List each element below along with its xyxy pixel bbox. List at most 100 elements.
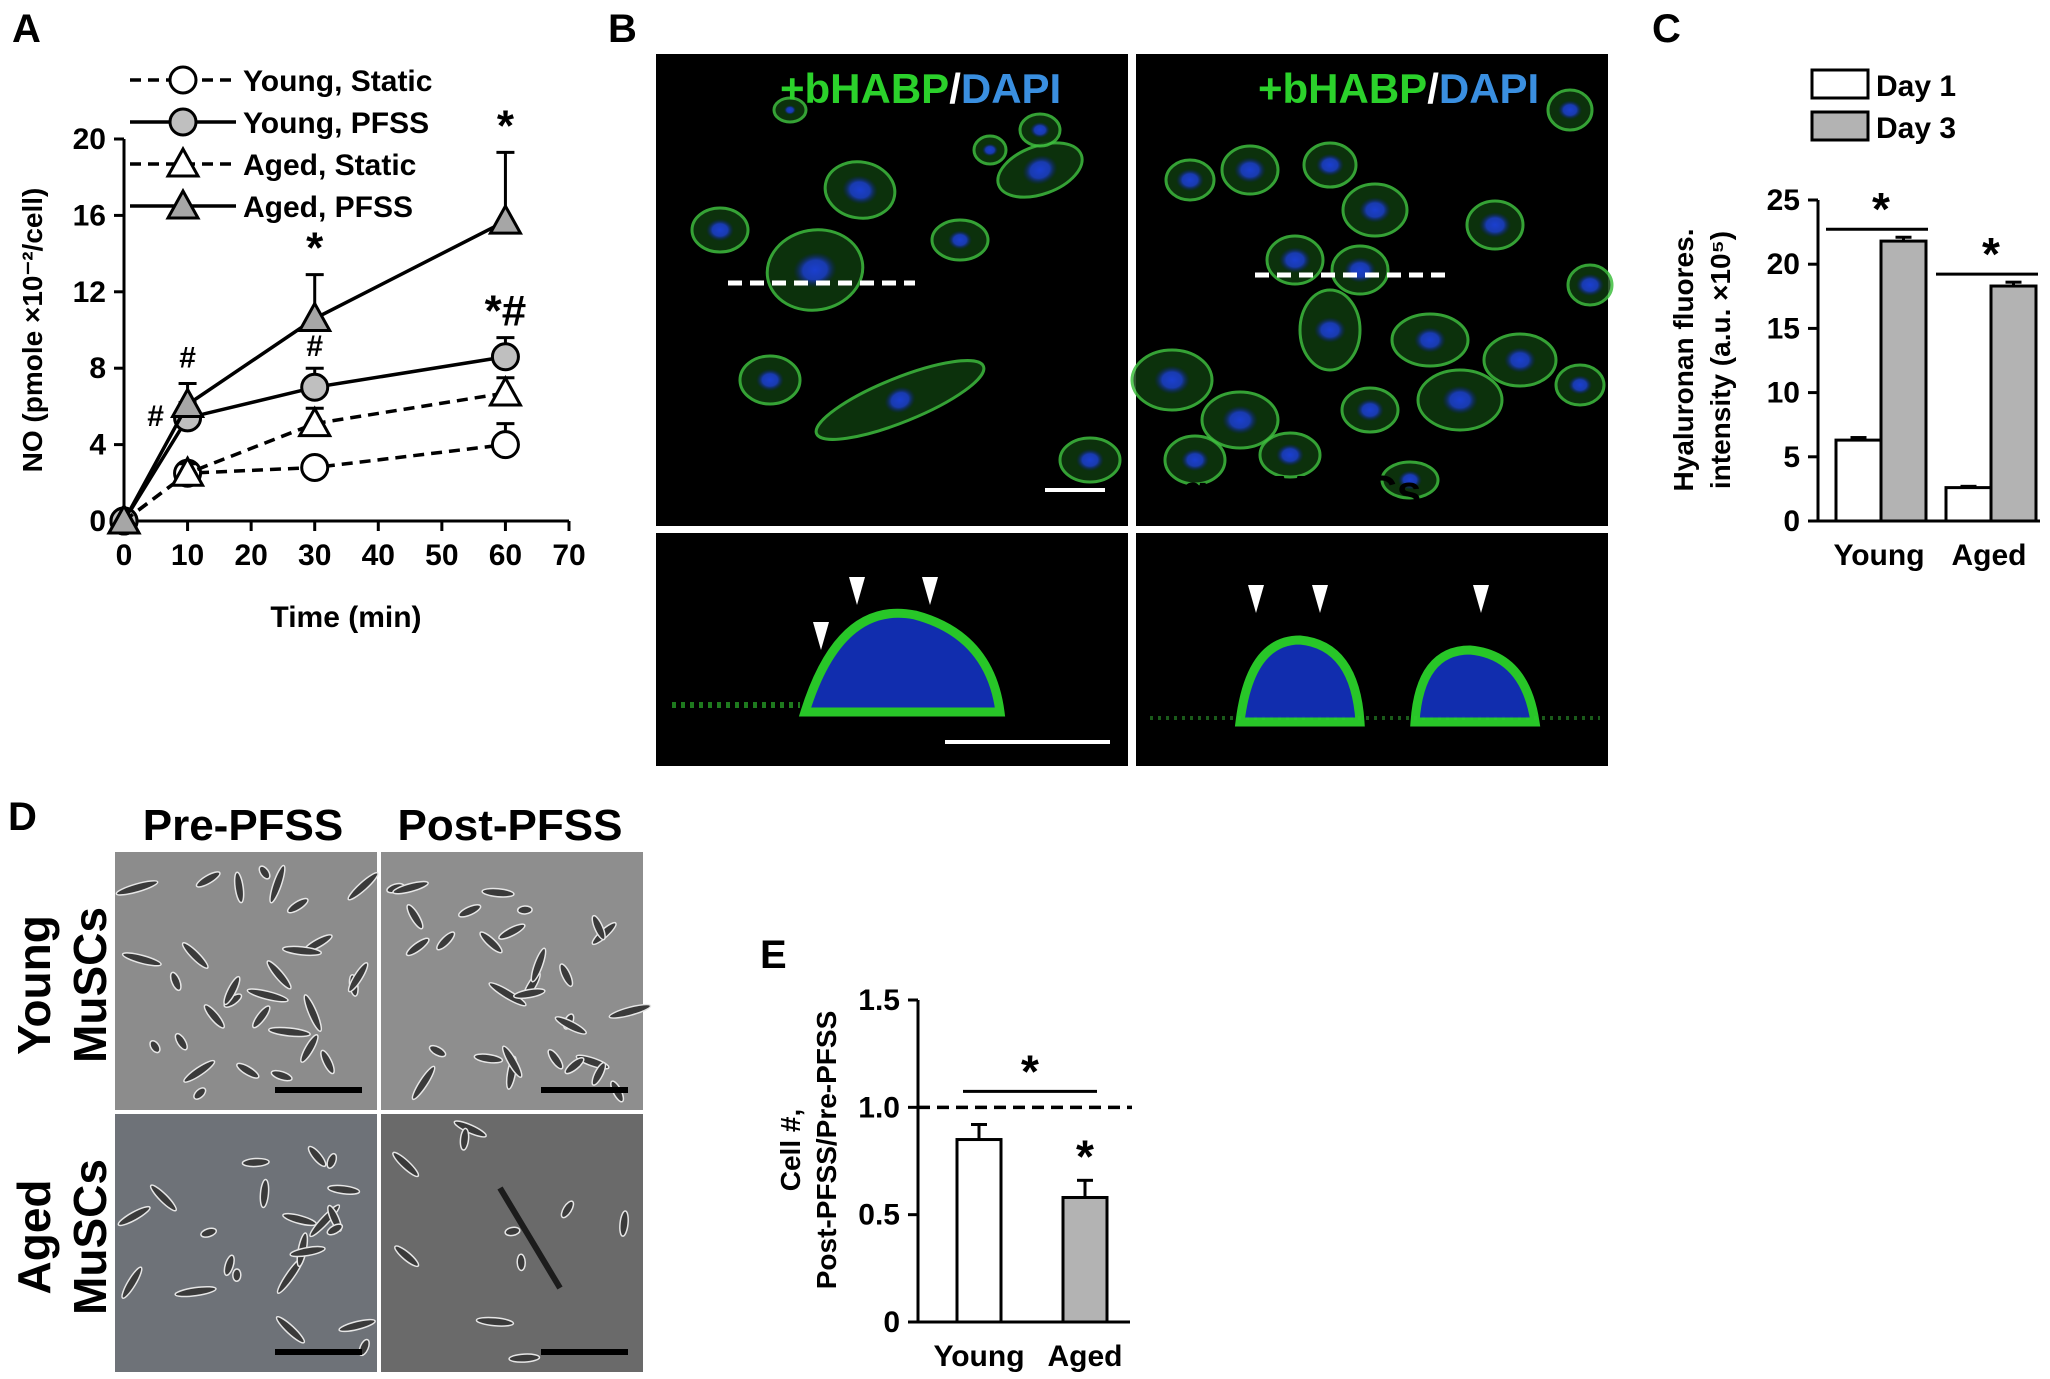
- significance-marker: *: [1982, 228, 2000, 280]
- young-xz-image: XZ: [656, 533, 1128, 766]
- y-tick-label: 1.5: [858, 984, 900, 1017]
- cell: [270, 1069, 293, 1082]
- significance-marker: *: [306, 224, 324, 273]
- legend-marker: [165, 187, 201, 220]
- cell: [203, 1004, 225, 1029]
- cell: [1265, 234, 1325, 286]
- x-tick-label: 70: [552, 539, 585, 572]
- legend-item: Young, PFSS: [130, 107, 429, 140]
- cell: [121, 1266, 143, 1299]
- cell: [266, 960, 292, 990]
- panel-a: A 0 4 8 12 16 20 0 10 20 30 40 50 60 70 # # *# # * * Youn…: [12, 7, 586, 634]
- legend-label: Day 1: [1876, 70, 1956, 103]
- cell: [300, 1034, 319, 1063]
- cell: [479, 931, 503, 954]
- data-point: [297, 300, 333, 333]
- cell: [258, 865, 271, 880]
- cell: [1380, 460, 1440, 500]
- panel-c-letter: C: [1652, 7, 1681, 51]
- cell: [591, 1061, 607, 1086]
- cell: [149, 1184, 178, 1212]
- young-xz-label: XZ: [670, 539, 724, 586]
- cell: [392, 1151, 420, 1178]
- cell: [327, 1184, 361, 1195]
- cell: [996, 141, 1084, 199]
- col-label-pre: Pre-PFSS: [143, 801, 344, 850]
- cell: [326, 1152, 338, 1169]
- data-point: [490, 430, 520, 460]
- legend-label: Young, PFSS: [243, 107, 429, 140]
- y-tick-label: 0: [1783, 505, 1800, 538]
- nucleus: [1356, 398, 1384, 422]
- y-tick-label: 20: [73, 123, 106, 156]
- arrowhead-icon: [849, 577, 865, 605]
- young-xy-label: XY: [670, 65, 726, 112]
- cell: [117, 1205, 151, 1227]
- panel-b: B XY +bHABP/DAPI Young MuSCs XY +bHABP/D…: [608, 7, 1614, 766]
- young-xy-image: XY +bHABP/DAPI Young MuSCs: [656, 54, 1128, 526]
- nucleus: [1234, 157, 1266, 183]
- significance-marker: *: [1021, 1045, 1039, 1097]
- cell: [436, 931, 456, 951]
- row-label-aged-2: MuSCs: [64, 1159, 116, 1315]
- bar: [1879, 239, 1928, 523]
- nucleus: [793, 252, 837, 288]
- nucleus: [1076, 448, 1104, 472]
- nucleus: [756, 368, 784, 392]
- cell: [223, 975, 241, 1006]
- significance-marker: #: [147, 400, 164, 433]
- cell: [183, 1059, 216, 1083]
- cell: [530, 947, 547, 983]
- row-label-aged-1: Aged: [8, 1180, 60, 1295]
- nucleus: [1359, 197, 1391, 223]
- cell: [326, 1223, 344, 1236]
- y-axis-label: NO (pmole ×10⁻²/cell): [17, 188, 48, 473]
- y-tick-label: 12: [73, 276, 106, 309]
- cell: [1058, 436, 1122, 484]
- x-ticks: 0 10 20 30 40 50 60 70: [116, 521, 586, 572]
- cell: [1341, 182, 1409, 238]
- x-tick-label: Young: [933, 1340, 1024, 1373]
- cell: [303, 994, 323, 1032]
- y-tick-label: 5: [1783, 441, 1800, 474]
- nucleus: [884, 386, 916, 414]
- cell: [282, 1212, 317, 1227]
- cell: [195, 871, 221, 888]
- legend-marker: [168, 65, 198, 95]
- cell: [516, 1253, 526, 1272]
- stain-green-label: +bHABP: [1258, 65, 1427, 112]
- cell: [1302, 141, 1358, 189]
- y-tick-label: 0: [883, 1306, 900, 1339]
- y-tick-label: 4: [89, 429, 106, 462]
- nucleus: [706, 218, 734, 242]
- cell: [516, 905, 533, 915]
- cell: [1298, 288, 1362, 372]
- aged-xz-image: XZ: [1136, 533, 1608, 766]
- cell: [554, 1016, 587, 1035]
- nucleus: [1568, 375, 1592, 395]
- cell: [259, 1178, 270, 1209]
- nucleus: [1442, 385, 1478, 415]
- x-tick-label: Young: [1833, 539, 1924, 572]
- legend-item: Aged, PFSS: [130, 187, 413, 224]
- nucleus: [982, 143, 998, 157]
- cell: [814, 359, 986, 441]
- cell: [392, 880, 429, 895]
- series-3: [106, 150, 523, 535]
- chart-bars: * Young * Aged: [1826, 183, 2038, 572]
- cell: [475, 1316, 515, 1327]
- young-cells: [690, 96, 1122, 484]
- cell: [1390, 312, 1470, 368]
- arrowhead-icon: [1473, 585, 1489, 613]
- cell: [738, 354, 802, 406]
- nucleus: [784, 105, 796, 115]
- cell: [504, 1226, 521, 1237]
- aged-stain-label: +bHABP/DAPI: [1258, 65, 1539, 112]
- cell: [1018, 112, 1062, 148]
- cell: [591, 914, 606, 941]
- y-tick-label: 16: [73, 199, 106, 232]
- cell: [690, 206, 750, 254]
- data-point: [300, 372, 330, 402]
- cell: [115, 880, 159, 896]
- stain-blue-label: DAPI: [961, 65, 1061, 112]
